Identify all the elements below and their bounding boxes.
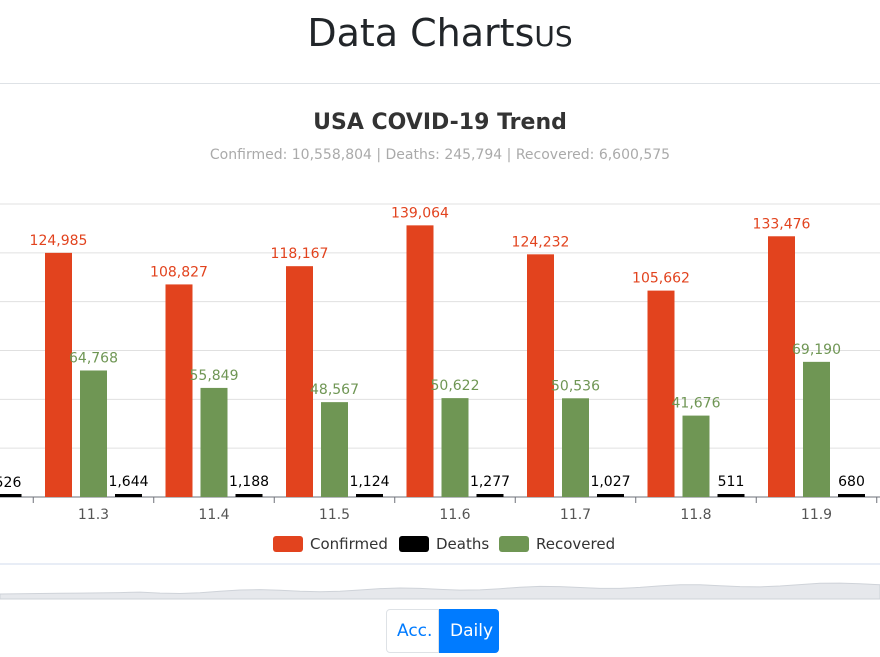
data-label-recovered: 50,622 bbox=[431, 378, 480, 394]
legend-label-deaths: Deaths bbox=[436, 535, 489, 553]
bar-recovered bbox=[682, 415, 710, 497]
daily-button[interactable]: Daily bbox=[439, 609, 499, 653]
data-label-recovered: 48,567 bbox=[310, 382, 359, 398]
card-divider bbox=[0, 83, 880, 84]
x-tick-label: 11.9 bbox=[801, 507, 832, 523]
bar-deaths bbox=[476, 494, 504, 497]
legend-swatch-deaths bbox=[399, 536, 429, 552]
legend-swatch-confirmed bbox=[273, 536, 303, 552]
data-label-deaths: 680 bbox=[838, 474, 865, 490]
page-title-main: Data Charts bbox=[307, 11, 535, 55]
bar-recovered bbox=[441, 398, 469, 497]
data-label-recovered: 50,536 bbox=[551, 378, 600, 394]
bar-confirmed bbox=[768, 236, 795, 497]
data-label-deaths: 511 bbox=[718, 474, 745, 490]
chart-title: USA COVID-19 Trend bbox=[313, 110, 567, 135]
legend-label-confirmed: Confirmed bbox=[310, 535, 388, 553]
data-label-recovered: 55,849 bbox=[190, 368, 239, 384]
bar-recovered bbox=[321, 402, 348, 497]
data-label-deaths: 1,644 bbox=[108, 474, 148, 490]
accumulated-button[interactable]: Acc. bbox=[386, 609, 439, 653]
data-label-recovered: 41,676 bbox=[672, 396, 721, 412]
chart-subtitle: Confirmed: 10,558,804 | Deaths: 245,794 … bbox=[209, 147, 671, 163]
bar-recovered bbox=[803, 361, 830, 497]
bar-deaths bbox=[717, 494, 745, 497]
bar-confirmed bbox=[165, 284, 193, 497]
data-label-confirmed: 118,167 bbox=[271, 246, 329, 262]
bar-confirmed bbox=[527, 254, 554, 497]
bar-deaths bbox=[597, 494, 624, 497]
bar-confirmed bbox=[647, 290, 675, 497]
data-label-confirmed: 133,476 bbox=[753, 216, 811, 232]
x-tick-label: 11.4 bbox=[198, 507, 229, 523]
page-title: Data ChartsUS bbox=[0, 8, 880, 62]
data-label-confirmed: 124,232 bbox=[512, 234, 570, 250]
bar-deaths bbox=[838, 494, 865, 497]
data-zoom-area bbox=[0, 582, 880, 600]
bar-recovered bbox=[562, 398, 589, 497]
bar-recovered bbox=[200, 387, 228, 497]
page-title-suffix: US bbox=[534, 20, 573, 53]
data-label-deaths: 1,124 bbox=[349, 474, 389, 490]
bar-deaths-partial bbox=[0, 494, 22, 497]
legend-swatch-recovered bbox=[499, 536, 529, 552]
data-label-deaths: 1,027 bbox=[590, 474, 630, 490]
bar-deaths bbox=[356, 494, 383, 497]
bar-confirmed bbox=[406, 225, 434, 498]
x-tick-label: 11.7 bbox=[560, 507, 591, 523]
x-tick-label: 11.3 bbox=[78, 507, 109, 523]
bar-confirmed bbox=[45, 252, 72, 497]
data-label-confirmed: 124,985 bbox=[30, 233, 88, 249]
bar-deaths bbox=[235, 494, 263, 497]
bar-recovered bbox=[80, 370, 107, 497]
data-label-confirmed: 108,827 bbox=[150, 264, 208, 280]
bar-chart: 5261124,9851,64464,76811.3108,8271,18855… bbox=[0, 203, 880, 600]
bar-confirmed bbox=[286, 266, 313, 497]
view-toggle-group: Acc. Daily bbox=[386, 609, 499, 653]
legend-label-recovered: Recovered bbox=[536, 535, 615, 553]
data-label-deaths-partial: 526 bbox=[0, 475, 21, 491]
bar-deaths bbox=[115, 494, 142, 497]
x-tick-label: 11.8 bbox=[680, 507, 711, 523]
data-label-recovered: 64,768 bbox=[69, 350, 118, 366]
data-label-confirmed: 139,064 bbox=[391, 205, 449, 221]
data-label-recovered: 69,190 bbox=[792, 342, 841, 358]
data-label-deaths: 1,188 bbox=[229, 474, 269, 490]
data-label-confirmed: 105,662 bbox=[632, 271, 690, 287]
x-tick-label: 11.5 bbox=[319, 507, 350, 523]
data-label-deaths: 1,277 bbox=[470, 474, 510, 490]
x-tick-label: 11.6 bbox=[439, 507, 470, 523]
